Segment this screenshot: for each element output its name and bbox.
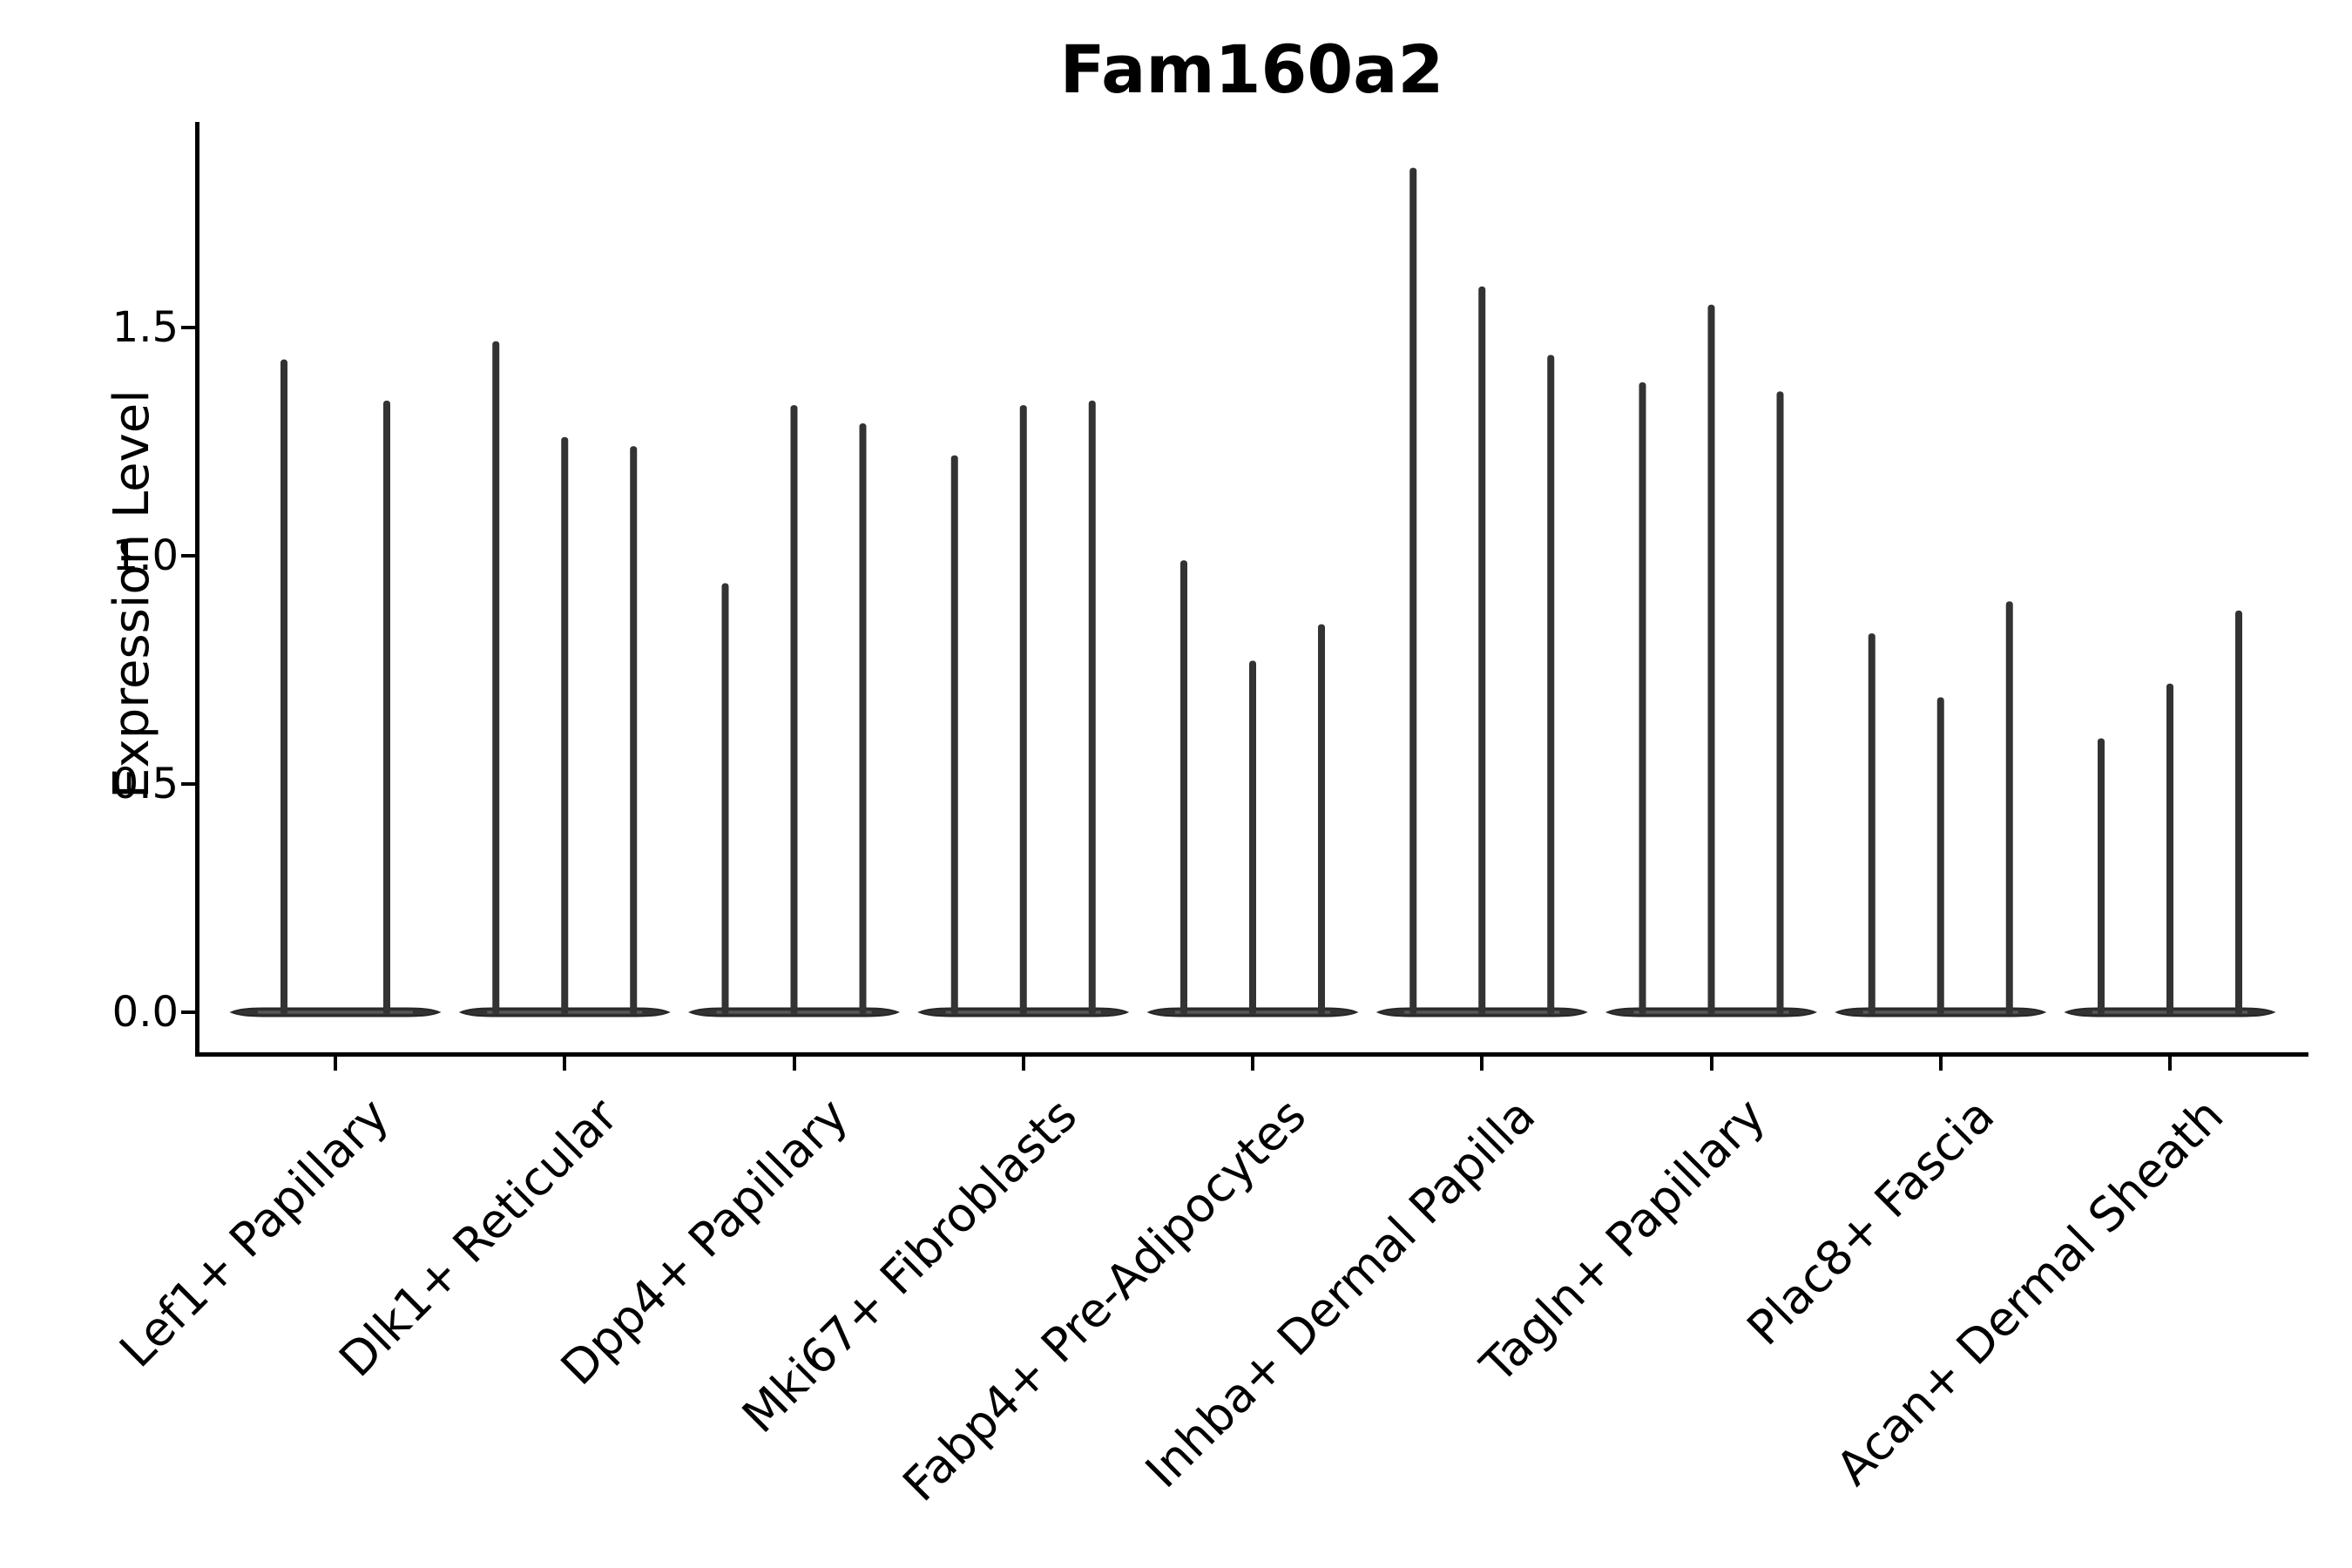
x-tick-mark bbox=[1251, 1056, 1254, 1071]
violin-spike bbox=[2235, 610, 2242, 1015]
violin-spike bbox=[1547, 355, 1555, 1015]
violin-spike bbox=[630, 446, 638, 1015]
violin-spike bbox=[1019, 405, 1027, 1016]
y-tick-mark bbox=[181, 1010, 197, 1014]
violin-spike bbox=[1776, 391, 1784, 1015]
violin-spike bbox=[790, 405, 798, 1016]
x-tick-mark bbox=[1938, 1056, 1943, 1071]
x-tick-mark bbox=[1709, 1056, 1713, 1071]
x-tick-mark bbox=[792, 1056, 796, 1071]
violin-spike bbox=[721, 583, 729, 1015]
x-tick-mark bbox=[1021, 1056, 1025, 1071]
x-tick-mark bbox=[2168, 1056, 2172, 1071]
violin-spike bbox=[280, 359, 287, 1015]
y-tick-label: 0.0 bbox=[112, 988, 179, 1037]
x-axis-spine bbox=[195, 1052, 2308, 1057]
y-tick-mark bbox=[181, 554, 197, 558]
violin-spike bbox=[859, 423, 867, 1015]
x-tick-mark bbox=[1480, 1056, 1484, 1071]
violin-spike bbox=[1868, 633, 1876, 1015]
violin-spike bbox=[383, 400, 390, 1016]
violin-baseline-core bbox=[258, 1010, 413, 1014]
violin-spike bbox=[1707, 304, 1715, 1015]
violin-spike bbox=[561, 436, 569, 1015]
violin-spike bbox=[1180, 560, 1187, 1015]
violin-spike bbox=[950, 455, 958, 1015]
x-tick-mark bbox=[334, 1056, 337, 1071]
violin-spike bbox=[492, 341, 500, 1016]
x-tick-mark bbox=[563, 1056, 567, 1071]
violin-spike bbox=[2098, 738, 2105, 1015]
violin-spike bbox=[1409, 167, 1417, 1016]
violin-spike bbox=[1318, 624, 1325, 1015]
violin-spike bbox=[2005, 601, 2013, 1015]
y-tick-label: 1.0 bbox=[112, 531, 179, 580]
violin-spike bbox=[1639, 382, 1646, 1015]
violin-spike bbox=[1249, 660, 1256, 1015]
y-axis-spine bbox=[195, 122, 199, 1056]
violin-spike bbox=[1478, 286, 1486, 1016]
violin-spike bbox=[1936, 697, 1944, 1015]
chart-title: Fam160a2 bbox=[1059, 30, 1444, 108]
y-tick-label: 0.5 bbox=[112, 760, 179, 808]
violin-spike bbox=[2166, 683, 2173, 1015]
y-tick-label: 1.5 bbox=[112, 303, 179, 352]
y-tick-mark bbox=[181, 326, 197, 329]
violin-spike bbox=[1088, 400, 1096, 1016]
y-tick-mark bbox=[181, 782, 197, 786]
